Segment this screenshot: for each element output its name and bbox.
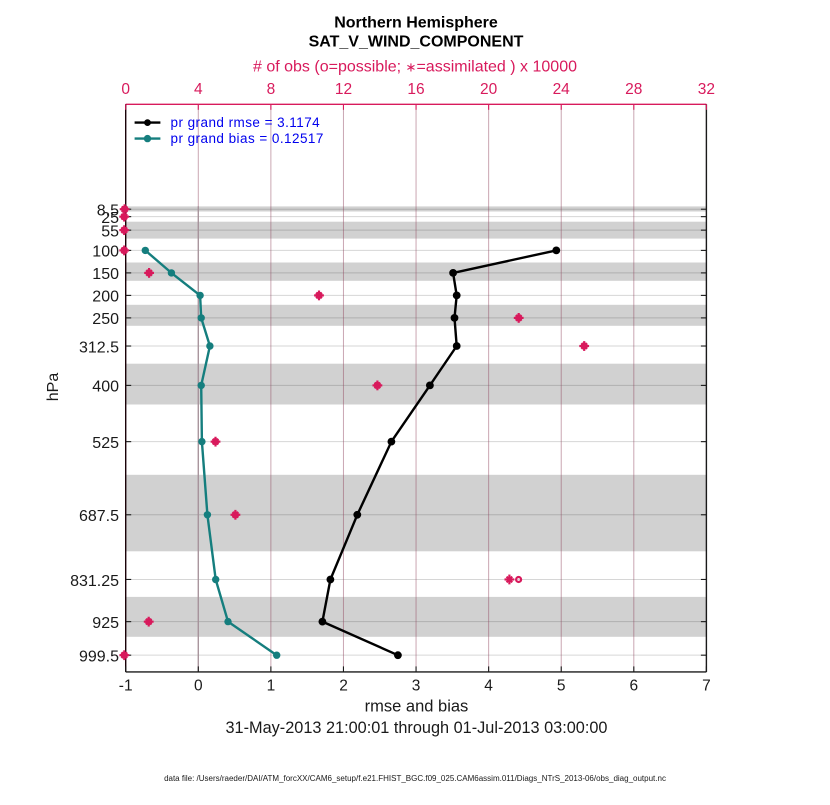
svg-text:-1: -1	[119, 677, 133, 694]
svg-text:32: 32	[698, 81, 715, 98]
svg-text:2: 2	[339, 677, 348, 694]
svg-text:0: 0	[121, 81, 130, 98]
svg-text:12: 12	[335, 81, 352, 98]
svg-text:0: 0	[194, 677, 203, 694]
svg-text:pr grand rmse = 3.1174: pr grand rmse = 3.1174	[171, 115, 321, 130]
svg-text:4: 4	[484, 677, 493, 694]
svg-text:25: 25	[101, 210, 119, 227]
svg-text:data file: /Users/raeder/DAI/A: data file: /Users/raeder/DAI/ATM_forcXX/…	[164, 774, 666, 783]
svg-text:150: 150	[92, 266, 119, 283]
svg-text:31-May-2013 21:00:01 through 0: 31-May-2013 21:00:01 through 01-Jul-2013…	[226, 719, 608, 737]
svg-text:525: 525	[92, 435, 119, 452]
svg-text:4: 4	[194, 81, 203, 98]
svg-text:200: 200	[92, 289, 119, 306]
svg-text:831.25: 831.25	[70, 573, 119, 590]
svg-text:312.5: 312.5	[79, 339, 119, 356]
svg-text:55: 55	[101, 224, 119, 241]
svg-text:20: 20	[480, 81, 498, 98]
svg-text:6: 6	[629, 677, 638, 694]
svg-text:250: 250	[92, 311, 119, 328]
svg-text:pr grand bias = 0.12517: pr grand bias = 0.12517	[171, 131, 324, 146]
svg-text:28: 28	[625, 81, 642, 98]
svg-text:24: 24	[553, 81, 571, 98]
svg-text:687.5: 687.5	[79, 508, 119, 525]
svg-text:925: 925	[92, 615, 119, 632]
svg-text:Northern Hemisphere: Northern Hemisphere	[334, 15, 498, 32]
svg-text:SAT_V_WIND_COMPONENT: SAT_V_WIND_COMPONENT	[309, 34, 524, 51]
svg-text:3: 3	[412, 677, 421, 694]
svg-text:1: 1	[267, 677, 276, 694]
svg-text:7: 7	[702, 677, 711, 694]
svg-text:5: 5	[557, 677, 566, 694]
svg-text:16: 16	[407, 81, 424, 98]
svg-text:# of obs (o=possible; ∗=assimi: # of obs (o=possible; ∗=assimilated ) x …	[253, 59, 577, 76]
svg-text:8.5: 8.5	[97, 203, 119, 220]
svg-text:400: 400	[92, 379, 119, 396]
svg-text:100: 100	[92, 244, 119, 261]
svg-text:hPa: hPa	[45, 373, 62, 402]
svg-text:999.5: 999.5	[79, 649, 119, 666]
svg-text:8: 8	[267, 81, 276, 98]
svg-text:rmse and bias: rmse and bias	[365, 698, 469, 716]
